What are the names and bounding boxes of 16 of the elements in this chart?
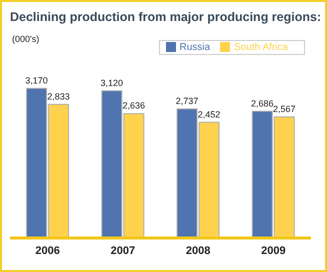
data-label: 2,567 (273, 104, 296, 114)
data-label: 2,737 (176, 96, 198, 106)
data-label: 2,636 (122, 100, 146, 111)
legend-label: Russia (180, 42, 210, 53)
legend-label: South Africa (234, 42, 288, 53)
chart-title: Declining production from major producing regions: (10, 10, 322, 24)
x-tick-label: 2009 (261, 244, 286, 257)
x-tick-label: 2008 (186, 244, 210, 257)
data-label: 2,452 (198, 109, 220, 120)
data-label: 2,833 (47, 91, 70, 102)
data-label: 2,686 (251, 98, 274, 108)
x-tick-label: 2006 (35, 244, 60, 257)
x-tick-label: 2007 (110, 244, 136, 257)
chart-subtitle: (000's) (12, 34, 40, 44)
data-label: 3,120 (100, 78, 124, 88)
data-label: 3,170 (25, 75, 48, 86)
